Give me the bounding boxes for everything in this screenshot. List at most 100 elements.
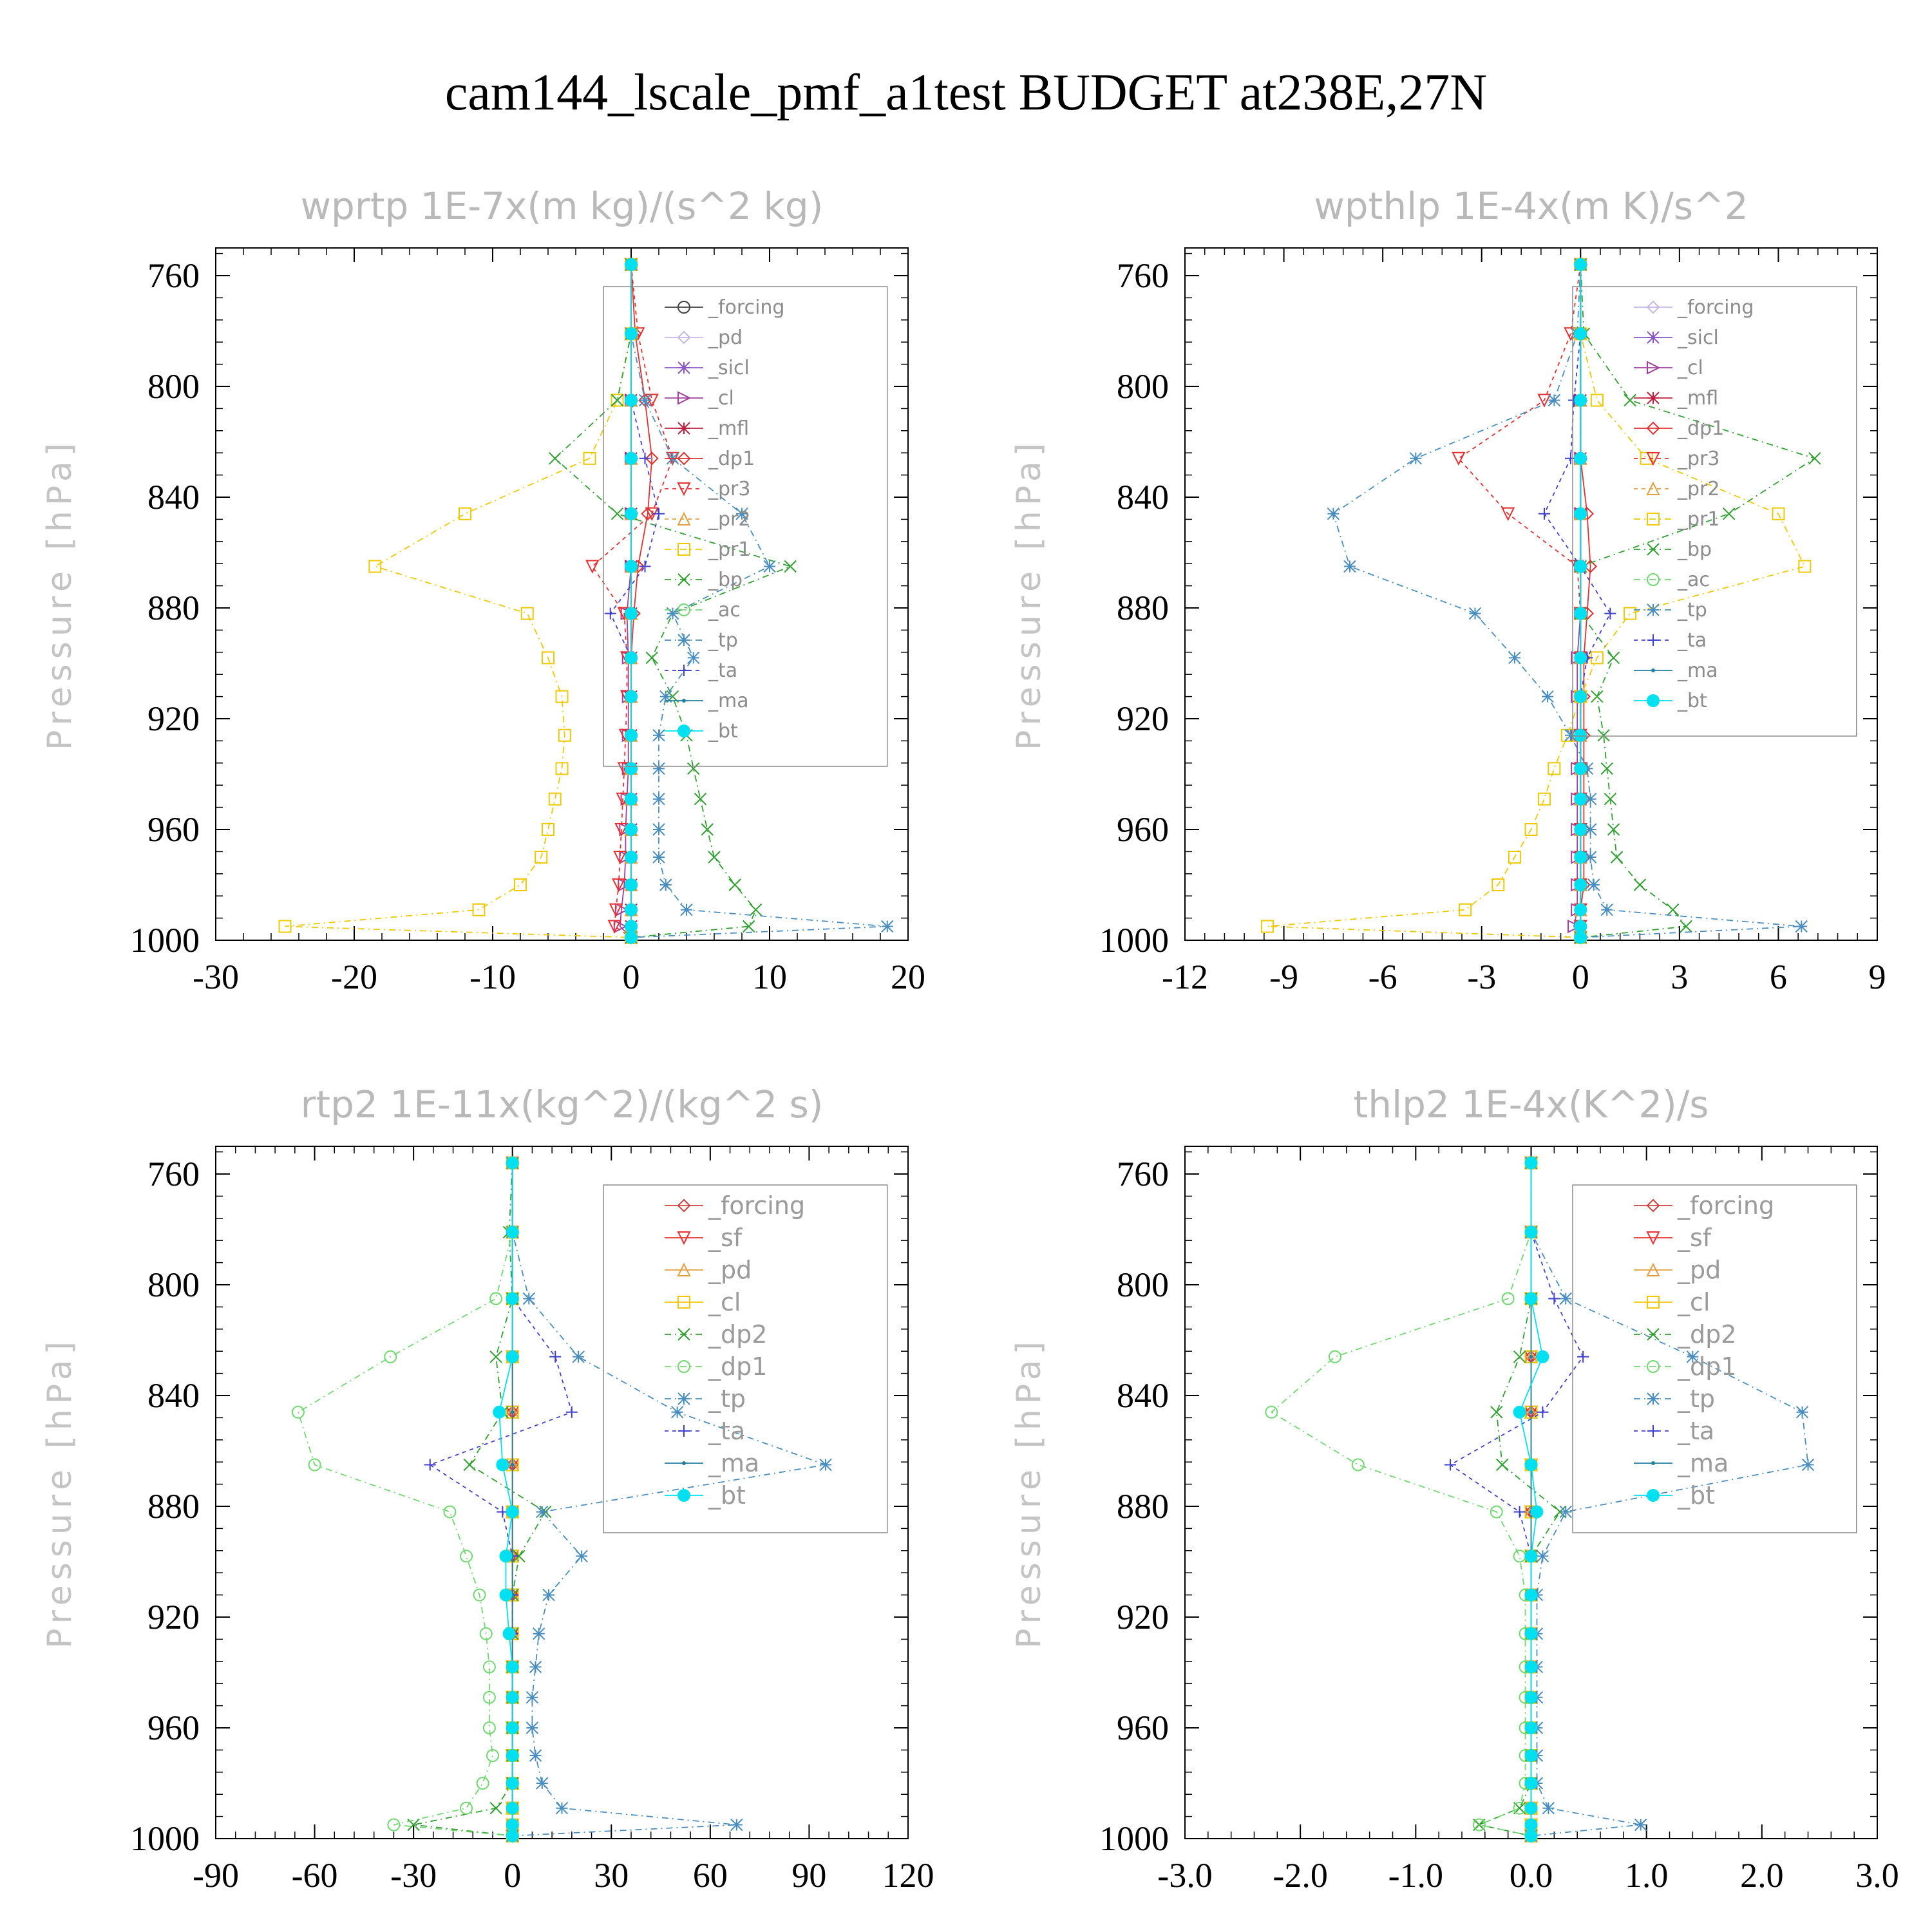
x-tick-label: -30: [193, 958, 239, 996]
data-point: [1548, 762, 1561, 775]
legend-marker: [1647, 1296, 1660, 1309]
chart-title: thlp2 1E-4x(K^2)/s: [1353, 1083, 1709, 1126]
data-point: [479, 1627, 493, 1640]
series-line: [591, 264, 674, 938]
data-point: [542, 823, 554, 836]
data-point: [1472, 1818, 1486, 1832]
data-point: [1574, 920, 1587, 933]
data-point: [463, 1458, 476, 1472]
data-point: [1567, 919, 1582, 934]
y-tick-label: 920: [1117, 1598, 1169, 1636]
data-point: [548, 792, 562, 806]
x-tick-label: -9: [1269, 958, 1298, 996]
legend-entry: _ta: [708, 659, 737, 682]
data-point: [291, 1405, 305, 1419]
y-tick-label: 880: [1117, 589, 1169, 627]
data-point: [611, 507, 624, 520]
data-point: [639, 452, 651, 464]
x-tick-label: -2.0: [1273, 1856, 1327, 1895]
data-point: [1537, 393, 1551, 408]
y-tick-label: 760: [147, 1155, 200, 1193]
plot-frame: [215, 1146, 909, 1839]
data-point: [1529, 1354, 1533, 1359]
data-point: [1260, 920, 1274, 933]
data-point: [728, 878, 741, 891]
data-point: [609, 903, 623, 917]
data-point: [1808, 452, 1821, 465]
data-point: [1524, 1829, 1538, 1842]
data-point: [1541, 690, 1554, 703]
y-tick-label: 960: [1117, 1709, 1169, 1747]
data-point: [1542, 1801, 1555, 1815]
legend-entry: _cl: [708, 1288, 741, 1316]
legend-marker: [1646, 300, 1660, 314]
series-tp: [506, 1157, 832, 1842]
legend-entry: _forcing: [1677, 296, 1754, 319]
x-tick-label: 6: [1770, 958, 1787, 996]
series-line: [511, 1162, 828, 1837]
series-bt: [1574, 258, 1587, 944]
data-point: [1795, 920, 1808, 933]
legend-entry: _bt: [1677, 690, 1707, 712]
legend-entry: _mfl: [708, 417, 749, 440]
data-point: [565, 1406, 578, 1418]
data-point: [1459, 903, 1472, 916]
x-tick-label: 30: [594, 1856, 629, 1895]
data-point: [1604, 792, 1617, 806]
x-tick-label: -3.0: [1157, 1856, 1212, 1895]
data-point: [659, 878, 672, 891]
data-point: [499, 1588, 513, 1602]
data-point: [506, 1505, 519, 1519]
data-point: [680, 903, 693, 916]
legend-entry: _ma: [1677, 1449, 1728, 1477]
legend-entry: _pr2: [708, 508, 750, 531]
legend-entry: _dp1: [1677, 1352, 1736, 1381]
legend-entry: _ta: [708, 1417, 745, 1445]
y-tick-label: 1000: [130, 921, 200, 960]
series-line: [285, 264, 632, 938]
legend-entry: _ac: [1677, 569, 1710, 591]
data-point: [489, 1801, 502, 1815]
data-point: [308, 1458, 321, 1472]
data-point: [1584, 792, 1597, 806]
data-point: [1564, 729, 1577, 742]
legend-entry: _dp1: [708, 1352, 767, 1381]
legend-entry: _bt: [1677, 1481, 1715, 1510]
data-point: [625, 851, 638, 864]
data-point: [735, 507, 748, 520]
x-tick-label: 3: [1671, 958, 1688, 996]
legend-marker: [677, 603, 690, 616]
data-point: [1574, 878, 1587, 891]
plot-frame: [215, 247, 909, 941]
legend-marker: [677, 1328, 690, 1341]
data-point: [1580, 762, 1594, 775]
data-point: [1798, 560, 1812, 573]
data-point: [506, 1818, 519, 1832]
data-point: [1524, 1749, 1538, 1762]
legend-entry: _pr3: [1677, 448, 1719, 470]
data-point: [1772, 507, 1785, 520]
x-tick-label: 60: [693, 1856, 728, 1895]
legend-entry: _dp1: [1677, 417, 1724, 440]
data-point: [585, 560, 600, 574]
data-point: [1496, 1458, 1509, 1472]
data-point: [743, 920, 755, 933]
data-point: [1524, 1588, 1538, 1602]
y-tick-label: 800: [147, 1265, 200, 1304]
legend-marker: [1647, 331, 1660, 344]
legend: _forcing _sicl _cl _mfl _dp1 _pr3 _pr2 _pr1 _bp _…: [1572, 286, 1857, 737]
series-line: [1332, 264, 1802, 938]
data-point: [1548, 1293, 1560, 1305]
data-point: [1490, 1505, 1503, 1519]
data-point: [424, 1459, 436, 1471]
legend-entry: _forcing: [1677, 1191, 1774, 1220]
x-tick-label: 2.0: [1740, 1856, 1784, 1895]
chart-panel-4: thlp2 1E-4x(K^2)/s Pressure [hPa] -3.0 -2.0…: [1010, 1083, 1899, 1895]
y-tick-label: 760: [1117, 256, 1169, 295]
data-point: [473, 1588, 486, 1602]
legend-marker: [677, 361, 690, 374]
y-tick-label: 840: [1117, 478, 1169, 516]
legend-marker: [677, 301, 690, 314]
data-point: [387, 1818, 401, 1832]
legend-entry: _pd: [1677, 1256, 1721, 1284]
